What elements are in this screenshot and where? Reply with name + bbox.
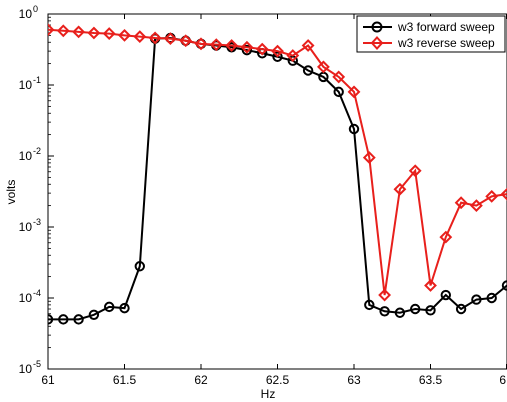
- data-point: [73, 314, 84, 325]
- data-point: [410, 303, 421, 315]
- y-tick-exponent: -1: [33, 75, 41, 85]
- x-tick-label: 61.5: [113, 373, 137, 387]
- data-point: [394, 307, 406, 318]
- data-point: [48, 314, 54, 325]
- data-point: [58, 314, 69, 325]
- legend-label-forward: w3 forward sweep: [397, 20, 495, 34]
- y-tick-exponent: -2: [33, 146, 41, 156]
- data-point: [118, 28, 131, 42]
- data-point: [486, 292, 497, 304]
- data-point: [362, 151, 376, 164]
- y-axis-label: volts: [4, 180, 18, 205]
- data-point: [333, 86, 344, 98]
- data-point: [148, 31, 162, 45]
- data-point: [332, 70, 346, 84]
- data-point: [471, 294, 482, 305]
- data-point: [347, 85, 361, 99]
- y-tick-exponent: -3: [33, 217, 41, 227]
- y-tick-label: 10: [19, 291, 33, 305]
- data-point: [500, 187, 507, 201]
- data-point: [119, 302, 130, 314]
- data-point: [133, 30, 147, 44]
- data-point: [104, 301, 115, 313]
- data-point: [271, 44, 284, 58]
- data-point: [301, 39, 315, 52]
- data-point: [240, 40, 254, 54]
- data-point: [393, 182, 407, 196]
- data-point: [378, 288, 392, 302]
- x-axis-label: Hz: [261, 387, 276, 401]
- data-point: [408, 164, 422, 178]
- data-point: [88, 309, 100, 320]
- legend-marker-forward: [371, 21, 383, 33]
- data-point: [241, 44, 253, 56]
- data-point: [163, 32, 177, 46]
- x-tick-label: 62: [194, 373, 208, 387]
- x-tick-label: 62.5: [266, 373, 290, 387]
- x-tick-label: 63: [347, 373, 361, 387]
- data-point: [316, 60, 330, 74]
- x-tick-label: 63.5: [419, 373, 443, 387]
- series-reverse: [48, 23, 507, 302]
- data-point: [194, 37, 208, 51]
- y-tick-exponent: 0: [33, 4, 38, 14]
- data-point: [72, 25, 86, 39]
- data-point: [102, 27, 116, 40]
- data-point: [424, 279, 437, 292]
- legend-marker-reverse: [370, 36, 384, 50]
- data-point: [469, 199, 483, 213]
- data-point: [134, 261, 146, 272]
- data-point: [455, 303, 467, 315]
- data-point: [209, 38, 223, 52]
- y-tick-label: 10: [19, 78, 33, 92]
- data-point: [272, 51, 283, 62]
- data-point: [302, 65, 314, 76]
- data-point: [87, 26, 101, 40]
- data-point: [48, 23, 55, 37]
- x-tick-label: 61: [41, 373, 55, 387]
- legend-label-reverse: w3 reverse sweep: [397, 36, 495, 50]
- x-tick-label: 6: [499, 373, 506, 387]
- y-tick-exponent: -4: [33, 288, 41, 298]
- data-point: [440, 289, 451, 301]
- y-tick-label: 10: [19, 149, 33, 163]
- data-point: [379, 306, 390, 317]
- y-tick-label: 10: [19, 362, 33, 376]
- data-point: [454, 196, 468, 210]
- plot-area: [47, 13, 507, 370]
- data-point: [364, 299, 375, 311]
- data-point: [425, 305, 436, 316]
- y-tick-label: 10: [19, 220, 33, 234]
- y-tick-label: 10: [19, 7, 33, 21]
- legend: w3 forward sweep w3 reverse sweep: [356, 15, 506, 53]
- data-point: [179, 34, 193, 48]
- legend-box: [356, 15, 506, 53]
- data-point: [439, 230, 453, 244]
- data-point: [255, 42, 269, 56]
- data-point: [225, 39, 239, 52]
- data-point: [348, 123, 360, 135]
- data-point: [485, 189, 499, 203]
- data-point: [56, 24, 70, 38]
- data-point: [286, 49, 300, 62]
- y-tick-exponent: -5: [33, 359, 41, 369]
- series-line: [48, 28, 507, 296]
